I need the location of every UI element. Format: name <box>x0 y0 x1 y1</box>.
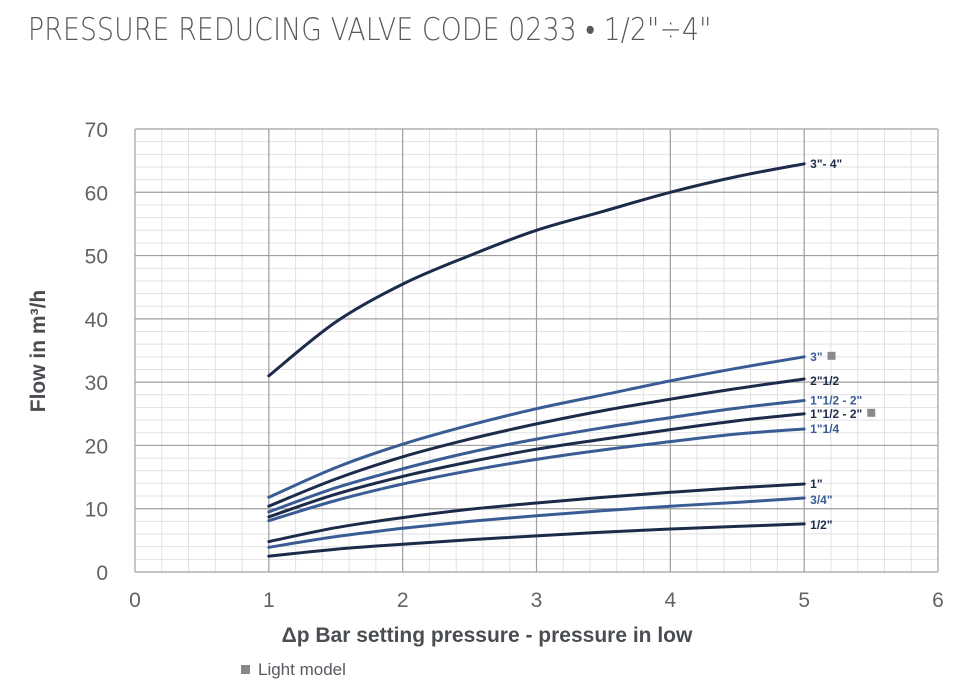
series-label: 1"1/2 - 2" <box>810 393 862 407</box>
x-tick-label: 4 <box>664 589 676 612</box>
series-line <box>267 355 806 499</box>
x-tick-label: 0 <box>129 589 141 612</box>
series-label: 1/2" <box>810 518 832 532</box>
y-tick-label: 60 <box>85 182 108 205</box>
x-tick-label: 3 <box>531 589 543 612</box>
page-title: PRESSURE REDUCING VALVE CODE 0233 • 1/2"… <box>28 12 712 48</box>
x-tick-label: 1 <box>263 589 275 612</box>
series-line <box>267 427 806 523</box>
footnote: Light model <box>241 660 346 680</box>
series-label: 3/4" <box>810 493 832 507</box>
y-axis-label: Flow in m³/h <box>27 290 50 412</box>
y-tick-label: 50 <box>85 246 108 269</box>
light-model-marker-icon <box>241 665 250 674</box>
series-label: 3" <box>810 350 822 364</box>
footnote-text: Light model <box>258 660 346 679</box>
series-label: 1"1/4 <box>810 422 839 436</box>
series-line <box>267 496 806 549</box>
series-line <box>267 399 806 514</box>
y-tick-label: 40 <box>85 309 108 332</box>
grid <box>134 128 939 573</box>
series-line <box>267 412 806 519</box>
series-line <box>267 482 806 544</box>
series-line <box>267 377 806 508</box>
series-line <box>267 162 806 378</box>
series-labels: 3"- 4"3"2"1/21"1/2 - 2"1"1/2 - 2"1"1/41"… <box>810 157 876 532</box>
x-tick-label: 6 <box>932 589 944 612</box>
x-axis-label: Δp Bar setting pressure - pressure in lo… <box>282 624 693 647</box>
series-lines <box>267 162 806 558</box>
series-label: 2"1/2 <box>810 374 839 388</box>
y-tick-label: 20 <box>85 435 108 458</box>
light-model-marker-icon <box>827 351 836 360</box>
series-label: 1"1/2 - 2" <box>810 407 862 421</box>
y-tick-label: 30 <box>85 372 108 395</box>
x-tick-label: 5 <box>798 589 810 612</box>
series-line <box>267 522 806 558</box>
x-tick-label: 2 <box>397 589 409 612</box>
y-tick-label: 10 <box>85 499 108 522</box>
light-model-marker-icon <box>867 408 876 417</box>
y-tick-label: 0 <box>96 562 108 585</box>
y-tick-label: 70 <box>85 119 108 142</box>
series-label: 1" <box>810 477 822 491</box>
series-label: 3"- 4" <box>810 157 842 171</box>
